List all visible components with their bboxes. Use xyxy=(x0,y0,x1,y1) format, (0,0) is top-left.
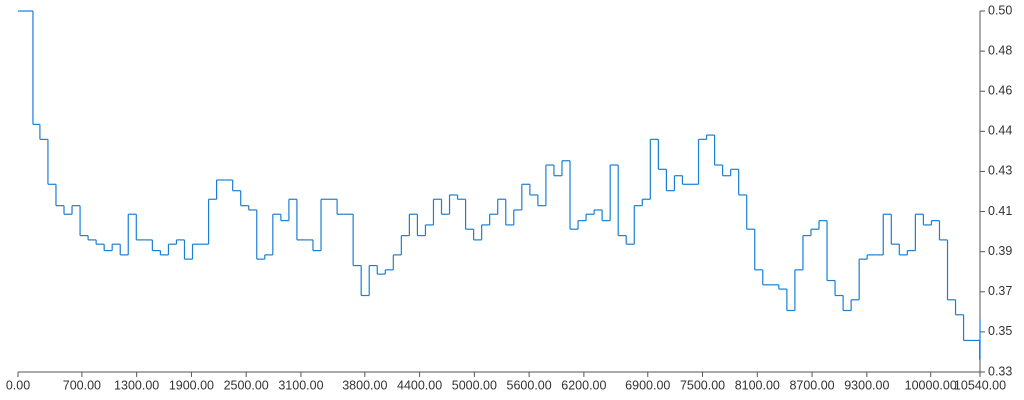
x-tick-label: 3800.00 xyxy=(342,378,387,392)
x-tick-label: 8100.00 xyxy=(735,378,780,392)
y-tick-label: 0.50 xyxy=(988,3,1012,17)
y-tick-label: 0.35 xyxy=(988,324,1012,338)
x-tick-label: 1300.00 xyxy=(114,378,159,392)
x-tick-label: 7500.00 xyxy=(680,378,725,392)
x-tick-label: 5600.00 xyxy=(507,378,552,392)
y-tick-label: 0.44 xyxy=(988,124,1012,138)
y-tick-label: 0.41 xyxy=(988,204,1012,218)
x-tick-label: 700.00 xyxy=(63,378,101,392)
y-tick-label: 0.39 xyxy=(988,244,1012,258)
x-tick-label: 5000.00 xyxy=(452,378,497,392)
x-tick-label: 6200.00 xyxy=(561,378,606,392)
x-tick-label: 6900.00 xyxy=(625,378,670,392)
x-tick-label: 9300.00 xyxy=(844,378,889,392)
x-tick-label: 10000.00 xyxy=(905,378,957,392)
x-tick-label: 4400.00 xyxy=(397,378,442,392)
y-tick-label: 0.33 xyxy=(988,364,1012,378)
y-tick-label: 0.46 xyxy=(988,84,1012,98)
y-tick-label: 0.43 xyxy=(988,164,1012,178)
x-tick-label: 10540.00 xyxy=(954,378,1006,392)
y-tick-label: 0.37 xyxy=(988,284,1012,298)
x-tick-label: 3100.00 xyxy=(278,378,323,392)
x-tick-label: 2500.00 xyxy=(224,378,269,392)
x-tick-label: 0.00 xyxy=(6,378,30,392)
x-tick-label: 1900.00 xyxy=(169,378,214,392)
x-tick-label: 8700.00 xyxy=(789,378,834,392)
y-tick-label: 0.48 xyxy=(988,43,1012,57)
